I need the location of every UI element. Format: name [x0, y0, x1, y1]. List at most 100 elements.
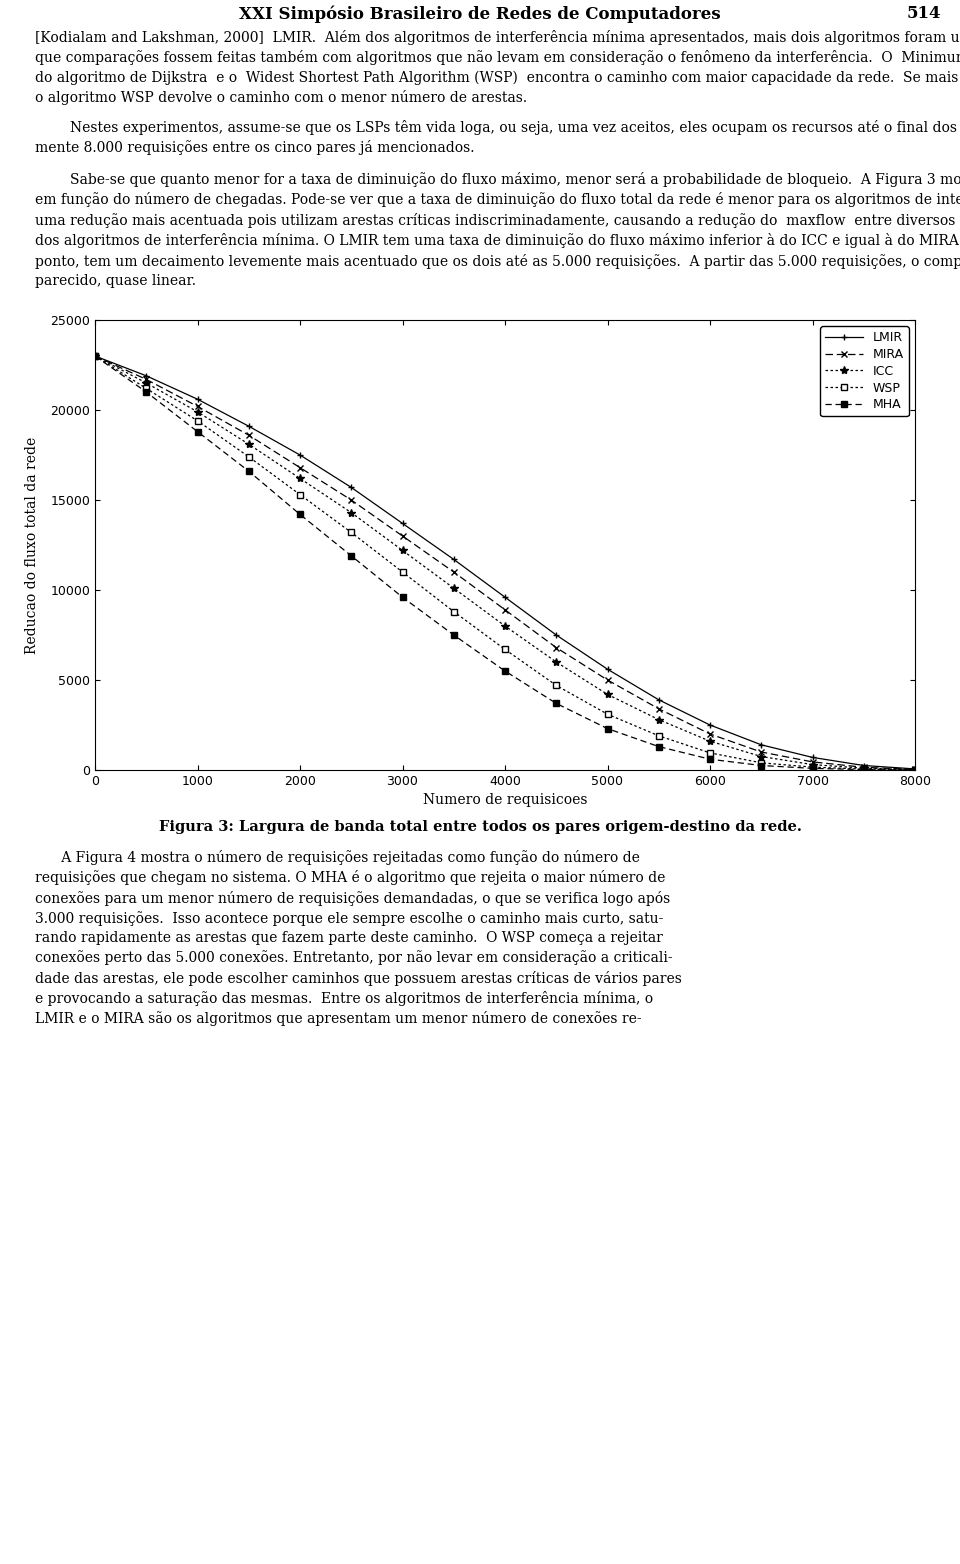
Text: A Figura 4 mostra o número de requisições rejeitadas como função do número de
re: A Figura 4 mostra o número de requisiçõe… [35, 849, 682, 1026]
Y-axis label: Reducao do fluxo total da rede: Reducao do fluxo total da rede [25, 436, 39, 654]
ICC [858, 759, 870, 777]
LMIR [653, 690, 664, 708]
ICC [653, 710, 664, 729]
MIRA [192, 397, 204, 416]
LMIR [602, 660, 613, 679]
ICC [89, 347, 101, 366]
WSP [294, 485, 305, 504]
MHA [499, 662, 511, 680]
LMIR [192, 389, 204, 408]
Line: LMIR: LMIR [91, 352, 919, 773]
Text: [Kodialam and Lakshman, 2000]  LMIR.  Além dos algoritmos de interferência mínim: [Kodialam and Lakshman, 2000] LMIR. Além… [35, 30, 960, 105]
MHA [602, 719, 613, 738]
ICC [396, 541, 408, 560]
MIRA [346, 491, 357, 510]
WSP [550, 676, 562, 694]
MHA [653, 737, 664, 755]
LMIR [806, 748, 818, 766]
WSP [909, 760, 921, 779]
LMIR [243, 418, 254, 436]
ICC [550, 652, 562, 671]
MHA [756, 755, 767, 774]
ICC [499, 616, 511, 635]
WSP [89, 347, 101, 366]
Line: WSP: WSP [92, 353, 918, 773]
MIRA [396, 527, 408, 546]
LMIR [346, 479, 357, 497]
MIRA [806, 752, 818, 771]
MIRA [448, 563, 460, 582]
MIRA [705, 724, 716, 743]
WSP [346, 522, 357, 541]
ICC [294, 469, 305, 488]
LMIR [705, 716, 716, 735]
ICC [806, 755, 818, 774]
MIRA [243, 425, 254, 444]
MHA [705, 749, 716, 768]
LMIR [396, 515, 408, 533]
WSP [448, 602, 460, 621]
ICC [192, 402, 204, 421]
MHA [550, 694, 562, 713]
X-axis label: Numero de requisicoes: Numero de requisicoes [422, 793, 588, 807]
WSP [499, 640, 511, 658]
MHA [89, 347, 101, 366]
WSP [756, 754, 767, 773]
MIRA [653, 699, 664, 718]
Line: MIRA: MIRA [91, 352, 919, 773]
MHA [806, 759, 818, 777]
LMIR [294, 446, 305, 465]
LMIR [140, 366, 152, 385]
WSP [806, 757, 818, 776]
WSP [243, 447, 254, 466]
Text: 514: 514 [906, 6, 941, 22]
WSP [602, 705, 613, 724]
ICC [705, 732, 716, 751]
MHA [858, 760, 870, 779]
MIRA [550, 638, 562, 657]
MHA [448, 626, 460, 644]
WSP [192, 411, 204, 430]
Line: ICC: ICC [91, 352, 919, 774]
MHA [243, 461, 254, 480]
WSP [396, 563, 408, 582]
ICC [909, 760, 921, 779]
Text: Figura 3: Largura de banda total entre todos os pares origem-destino da rede.: Figura 3: Largura de banda total entre t… [158, 821, 802, 835]
ICC [346, 504, 357, 522]
Line: MHA: MHA [91, 352, 919, 773]
ICC [448, 579, 460, 597]
LMIR [448, 551, 460, 569]
LMIR [756, 735, 767, 754]
MHA [192, 422, 204, 441]
LMIR [858, 755, 870, 774]
Text: Sabe-se que quanto menor for a taxa de diminuição do fluxo máximo, menor será a : Sabe-se que quanto menor for a taxa de d… [35, 172, 960, 288]
MIRA [858, 759, 870, 777]
MIRA [140, 371, 152, 389]
LMIR [499, 588, 511, 607]
WSP [858, 760, 870, 779]
ICC [602, 685, 613, 704]
ICC [140, 374, 152, 393]
MIRA [909, 760, 921, 779]
MIRA [499, 601, 511, 619]
MIRA [756, 743, 767, 762]
MHA [346, 546, 357, 565]
MHA [909, 760, 921, 779]
LMIR [909, 760, 921, 779]
MIRA [294, 458, 305, 477]
MIRA [602, 671, 613, 690]
ICC [756, 748, 767, 766]
MHA [396, 588, 408, 607]
MHA [140, 383, 152, 402]
LMIR [550, 626, 562, 644]
Text: XXI Simpósio Brasileiro de Redes de Computadores: XXI Simpósio Brasileiro de Redes de Comp… [239, 5, 721, 23]
WSP [653, 726, 664, 744]
Text: Nestes experimentos, assume-se que os LSPs têm vida loga, ou seja, uma vez aceit: Nestes experimentos, assume-se que os LS… [35, 120, 960, 155]
MHA [294, 505, 305, 524]
MIRA [89, 347, 101, 366]
LMIR [89, 347, 101, 366]
WSP [705, 743, 716, 762]
Legend: LMIR, MIRA, ICC, WSP, MHA: LMIR, MIRA, ICC, WSP, MHA [820, 327, 909, 416]
ICC [243, 435, 254, 454]
WSP [140, 378, 152, 397]
